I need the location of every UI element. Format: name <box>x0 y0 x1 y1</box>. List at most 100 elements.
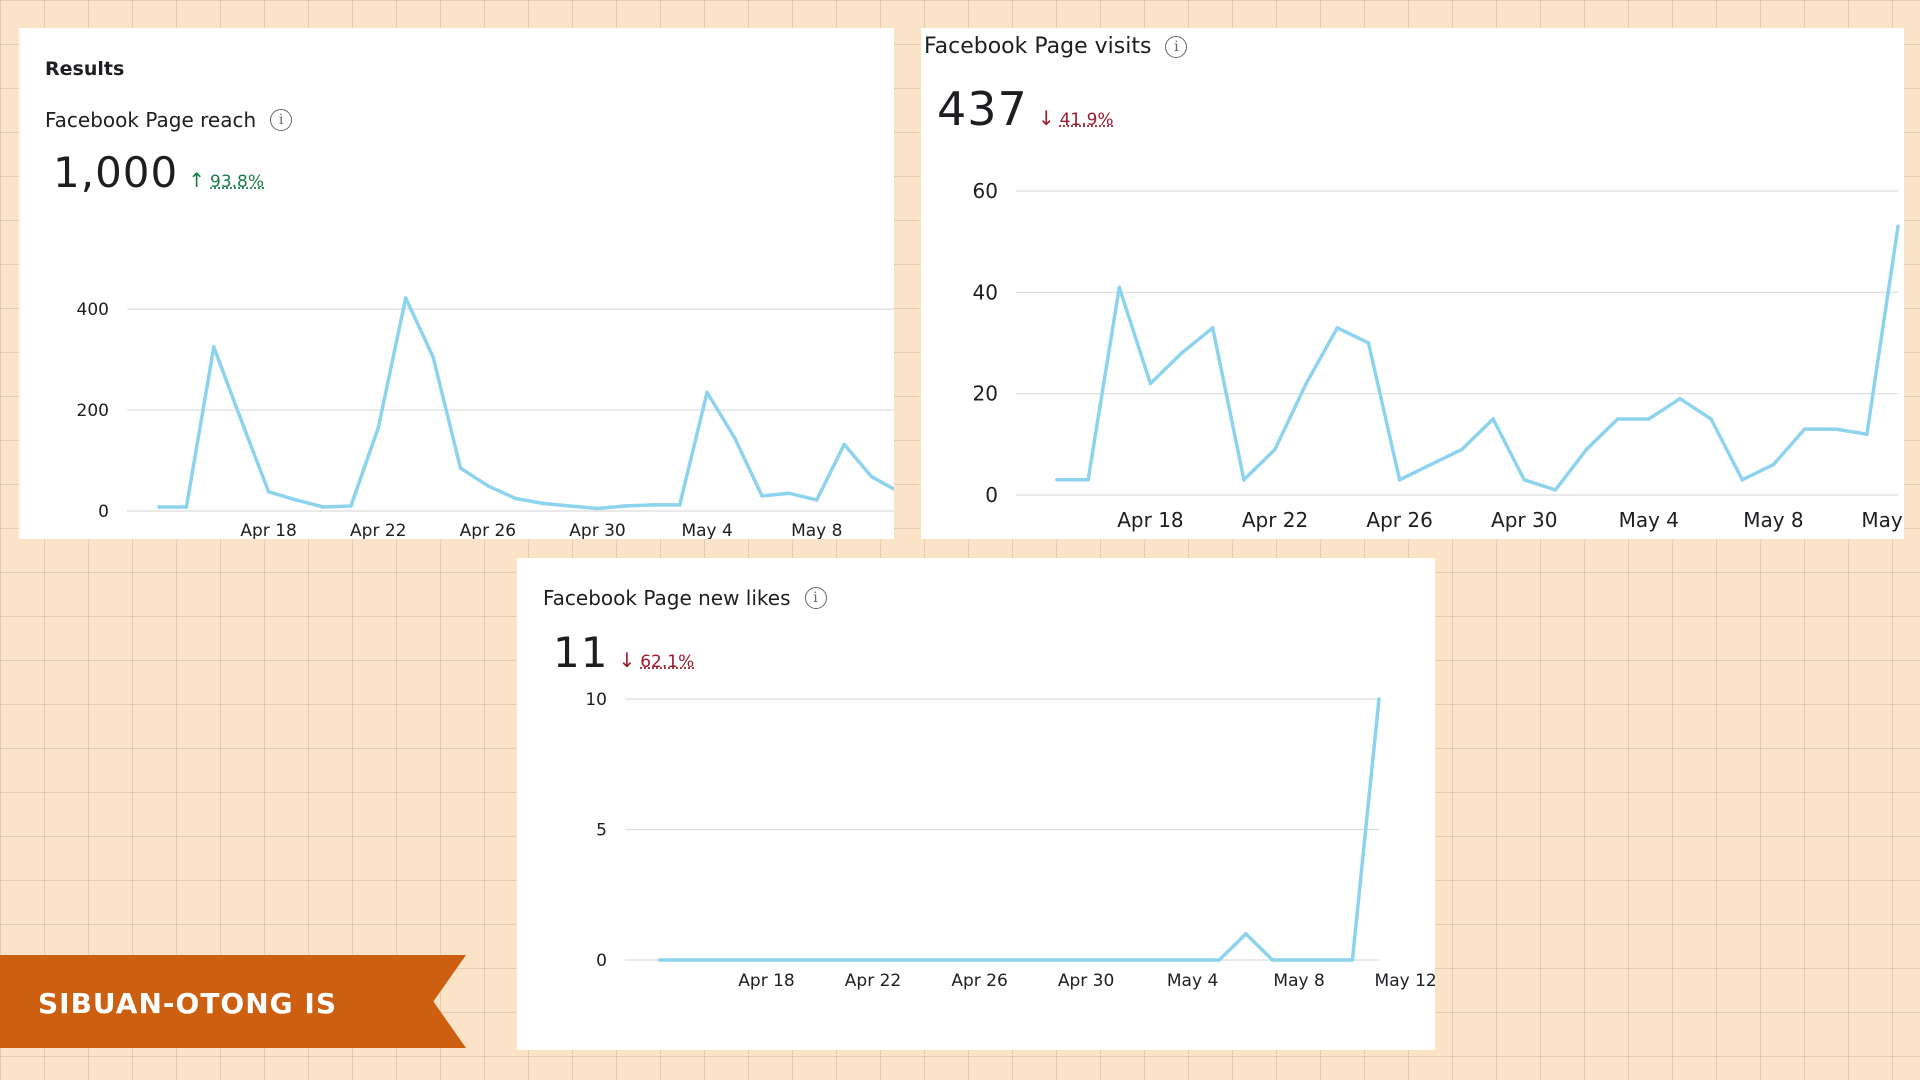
data-point <box>1771 462 1776 467</box>
data-point <box>595 506 600 511</box>
data-point <box>677 503 682 507</box>
data-point <box>1055 478 1059 482</box>
x-tick-label: May 4 <box>1619 508 1679 532</box>
series-line <box>157 296 894 511</box>
data-point <box>1242 478 1246 482</box>
data-point <box>1323 958 1328 962</box>
data-point <box>1057 958 1062 962</box>
y-tick-label: 0 <box>985 483 998 507</box>
data-point <box>1865 432 1869 437</box>
data-point <box>1553 488 1558 492</box>
data-point <box>1137 958 1142 962</box>
data-point <box>239 418 244 422</box>
y-tick-label: 400 <box>77 300 109 320</box>
data-point <box>1896 224 1900 229</box>
data-point <box>924 958 929 962</box>
data-point <box>1335 326 1340 330</box>
info-icon[interactable]: i <box>270 109 293 131</box>
data-point <box>1709 417 1713 421</box>
visits-value: 437 <box>937 82 1028 136</box>
data-point <box>349 504 353 508</box>
x-tick-label: Apr 26 <box>460 521 516 539</box>
visits-chart: 0 20 40 60 Apr 18 Apr 22 Apr 26 Apr 30 May 4 May … <box>973 179 1904 532</box>
data-point <box>294 498 298 502</box>
x-tick-label: Apr 30 <box>1491 508 1557 532</box>
reach-change[interactable]: 93.8% <box>210 172 265 192</box>
data-point <box>321 505 326 509</box>
likes-value: 11 <box>553 628 609 677</box>
y-tick-label: 0 <box>596 951 607 971</box>
data-point <box>711 958 716 962</box>
visits-title: Facebook Page visits <box>924 34 1152 59</box>
data-point <box>658 958 662 962</box>
data-point <box>1148 381 1153 386</box>
data-point <box>869 474 874 479</box>
data-point <box>817 958 822 962</box>
visits-change[interactable]: 41.9% <box>1059 110 1114 130</box>
data-point <box>1244 932 1248 936</box>
reach-card: 0 200 400 Apr 18 Apr 22 Apr 26 Apr 30 May 4 May … <box>19 28 894 539</box>
banner-ribbon: SIBUAN-OTONG IS <box>0 955 466 1048</box>
data-point <box>1117 285 1122 290</box>
x-tick-label: May 12 <box>1861 508 1904 532</box>
likes-title: Facebook Page new likes <box>543 586 791 610</box>
y-tick-label: 40 <box>973 280 998 304</box>
info-icon[interactable]: i <box>1165 35 1188 58</box>
data-point <box>266 490 271 494</box>
data-point <box>1179 351 1184 355</box>
info-icon[interactable]: i <box>804 587 827 609</box>
data-point <box>1377 697 1381 701</box>
data-point <box>650 503 655 507</box>
data-point <box>1584 447 1589 452</box>
arrow-down-icon: ↓ <box>618 648 636 672</box>
arrow-down-icon: ↓ <box>1037 106 1055 130</box>
data-point <box>760 494 764 498</box>
reach-title: Facebook Page reach <box>45 108 257 132</box>
data-point <box>764 958 769 962</box>
data-point <box>684 958 689 962</box>
data-point <box>376 425 381 430</box>
data-point <box>1270 958 1275 962</box>
data-point <box>705 390 709 395</box>
likes-chart: 0 5 10 Apr 18 Apr 22 Apr 26 Apr 30 May 4 May 8 Ma… <box>585 690 1435 991</box>
x-tick-label: Apr 26 <box>1366 508 1432 532</box>
data-point <box>791 958 795 962</box>
y-tick-label: 5 <box>596 820 607 840</box>
y-tick-label: 10 <box>585 690 607 710</box>
data-point <box>1217 958 1222 962</box>
data-point <box>787 491 792 496</box>
x-tick-label: Apr 22 <box>350 521 406 539</box>
x-tick-label: May 8 <box>1743 508 1803 532</box>
x-tick-label: May 4 <box>1167 971 1218 991</box>
data-point <box>1678 396 1682 401</box>
data-point <box>403 296 408 300</box>
x-tick-label: Apr 18 <box>240 521 296 539</box>
results-heading: Results <box>45 58 125 80</box>
data-point <box>844 958 849 962</box>
data-point <box>513 496 518 501</box>
x-tick-label: Apr 30 <box>1058 971 1114 991</box>
data-point <box>1833 427 1838 431</box>
data-point <box>1647 417 1651 421</box>
data-point <box>1428 462 1433 467</box>
y-tick-label: 0 <box>98 502 109 522</box>
series-line <box>1055 224 1900 492</box>
reach-chart: 0 200 400 Apr 18 Apr 22 Apr 26 Apr 30 May 4 May … <box>77 296 894 539</box>
x-tick-label: Apr 26 <box>951 971 1007 991</box>
data-point <box>1460 447 1464 452</box>
visits-title-row: Facebook Page visits i <box>924 34 1188 59</box>
data-point <box>458 466 463 470</box>
likes-change[interactable]: 62.1% <box>640 652 695 672</box>
x-tick-label: Apr 22 <box>1242 508 1308 532</box>
data-point <box>1802 427 1807 431</box>
y-tick-label: 60 <box>973 179 998 203</box>
data-point <box>1210 326 1215 330</box>
data-point <box>1522 478 1527 482</box>
data-point <box>1086 478 1090 482</box>
data-point <box>842 442 846 447</box>
visits-card: 0 20 40 60 Apr 18 Apr 22 Apr 26 Apr 30 May 4 May … <box>921 28 1904 539</box>
x-tick-label: Apr 22 <box>845 971 901 991</box>
banner-text: SIBUAN-OTONG IS <box>38 987 337 1020</box>
data-point <box>977 958 982 962</box>
data-point <box>1190 958 1195 962</box>
